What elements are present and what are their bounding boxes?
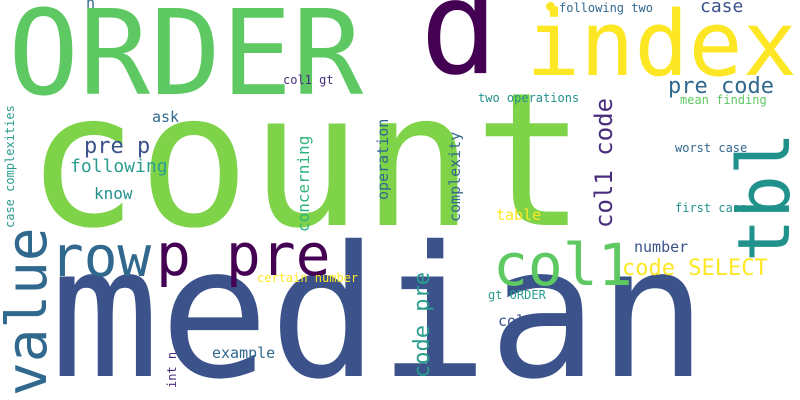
- word-col1-gt: col1 gt: [283, 73, 334, 87]
- word-p-pre: p pre: [156, 221, 331, 289]
- word-case-complexities: case complexities: [3, 105, 17, 228]
- word-pre-p: pre p: [84, 134, 151, 159]
- word-ask: ask: [152, 108, 180, 126]
- word-row: row: [50, 225, 152, 290]
- word-complexity: complexity: [446, 131, 464, 222]
- word-following: following: [70, 156, 168, 177]
- word-pre-code: pre code: [668, 74, 774, 99]
- word-operation: operation: [374, 118, 392, 200]
- word-index: index: [526, 0, 797, 97]
- word-case: case: [700, 0, 744, 17]
- word-col1-code: col1 code: [590, 97, 618, 228]
- word-worst-case: worst case: [675, 141, 748, 155]
- word-n: n: [86, 0, 96, 12]
- word-gt-ORDER: gt ORDER: [488, 288, 546, 302]
- word-int-n: int n: [165, 351, 179, 388]
- word-certain-number: certain number: [257, 271, 359, 285]
- index-dot: [546, 2, 555, 11]
- word-column: column: [498, 312, 553, 330]
- word-mean-finding: mean finding: [680, 93, 767, 107]
- word-first-case: first case: [675, 201, 748, 215]
- word-median: median: [50, 207, 708, 400]
- word-code-SELECT: code SELECT: [622, 256, 768, 281]
- word-value: value: [0, 227, 60, 396]
- word-ORDER: ORDER: [8, 0, 364, 122]
- word-code-pre: code pre: [410, 272, 435, 378]
- word-col1: col1: [493, 231, 633, 299]
- word-know: know: [94, 184, 133, 203]
- word-number: number: [634, 238, 689, 256]
- word-table: table: [496, 206, 542, 224]
- word-two-operations: two operations: [478, 91, 580, 105]
- word-count: count: [26, 52, 586, 269]
- word-concerning: concerning: [294, 135, 313, 232]
- word-following-two: following two: [559, 1, 653, 15]
- word-example: example: [212, 344, 276, 362]
